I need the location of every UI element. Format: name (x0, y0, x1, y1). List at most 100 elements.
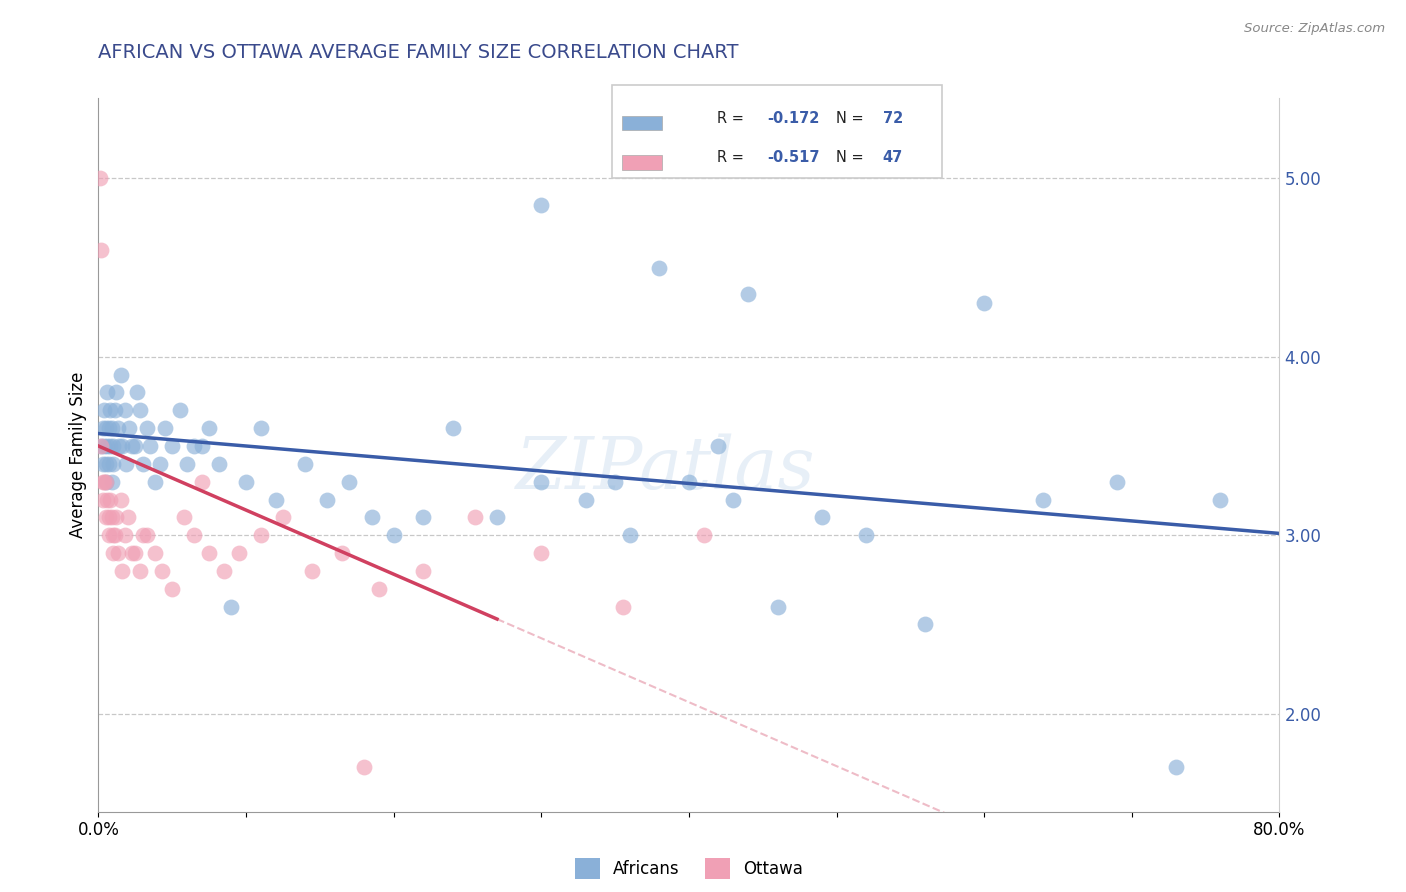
Point (1105, 475, 1128, 489)
Point (810, 510, 832, 524)
Point (124, 439, 146, 453)
Point (914, 617, 936, 632)
Point (103, 528, 125, 542)
Point (105, 510, 128, 524)
Point (132, 457, 155, 471)
Point (678, 475, 700, 489)
Point (1164, 760, 1187, 774)
Point (382, 528, 405, 542)
Point (250, 421, 273, 435)
Point (93, 475, 115, 489)
Point (1209, 492, 1232, 507)
Point (150, 564, 173, 578)
Point (97, 528, 120, 542)
Point (132, 528, 155, 542)
Point (91, 421, 114, 435)
Point (91, 457, 114, 471)
Point (96, 492, 118, 507)
Point (368, 582, 391, 596)
Point (176, 457, 198, 471)
Text: N =: N = (837, 150, 869, 165)
Point (98, 492, 121, 507)
Text: R =: R = (717, 150, 749, 165)
Point (619, 528, 641, 542)
Point (183, 528, 205, 542)
Legend: Africans, Ottawa: Africans, Ottawa (568, 852, 810, 886)
Point (530, 546, 553, 560)
Point (766, 599, 789, 614)
Point (464, 510, 486, 524)
Point (339, 475, 360, 489)
Point (125, 385, 148, 400)
Point (124, 546, 146, 560)
Point (316, 492, 339, 507)
Text: N =: N = (837, 111, 869, 126)
Point (104, 528, 127, 542)
Point (441, 421, 464, 435)
Point (707, 439, 730, 453)
Point (91, 492, 114, 507)
Point (139, 439, 162, 453)
Point (173, 510, 195, 524)
Point (94, 510, 117, 524)
Point (111, 564, 134, 578)
Point (128, 403, 150, 417)
Point (118, 421, 141, 435)
Point (107, 546, 129, 560)
Point (97, 421, 120, 435)
Point (114, 528, 136, 542)
Point (149, 457, 172, 471)
Point (294, 457, 316, 471)
Point (94, 457, 117, 471)
Point (212, 564, 235, 578)
Point (103, 457, 125, 471)
Point (100, 475, 122, 489)
Point (198, 546, 221, 560)
Point (94, 475, 117, 489)
Point (301, 564, 323, 578)
Point (97, 510, 120, 524)
Point (208, 457, 231, 471)
Point (93, 403, 115, 417)
Point (96, 439, 118, 453)
Point (104, 403, 127, 417)
Point (737, 287, 759, 301)
Point (271, 510, 294, 524)
Point (162, 582, 183, 596)
Point (100, 510, 122, 524)
Point (96, 385, 118, 400)
Point (107, 421, 129, 435)
Point (103, 439, 125, 453)
Point (98, 439, 121, 453)
Point (108, 439, 131, 453)
Point (97, 457, 120, 471)
Point (90, 439, 112, 453)
Point (574, 492, 596, 507)
FancyBboxPatch shape (621, 116, 661, 130)
Point (162, 439, 183, 453)
Text: ZIPatlas: ZIPatlas (516, 434, 815, 505)
Point (90, 243, 112, 257)
Point (353, 760, 375, 774)
Point (648, 260, 671, 275)
Point (412, 564, 434, 578)
Point (94, 421, 117, 435)
Point (100, 421, 122, 435)
Text: 72: 72 (883, 111, 903, 126)
Point (530, 198, 553, 212)
Point (855, 528, 877, 542)
Point (89, 171, 111, 186)
Point (612, 599, 634, 614)
Point (110, 492, 132, 507)
Point (1032, 492, 1054, 507)
Point (530, 475, 553, 489)
Y-axis label: Average Family Size: Average Family Size (69, 372, 87, 538)
Point (693, 528, 716, 542)
Point (191, 439, 214, 453)
Point (136, 421, 159, 435)
Point (228, 546, 250, 560)
Point (264, 492, 287, 507)
Point (605, 475, 627, 489)
Point (360, 510, 382, 524)
Text: -0.517: -0.517 (766, 150, 820, 165)
